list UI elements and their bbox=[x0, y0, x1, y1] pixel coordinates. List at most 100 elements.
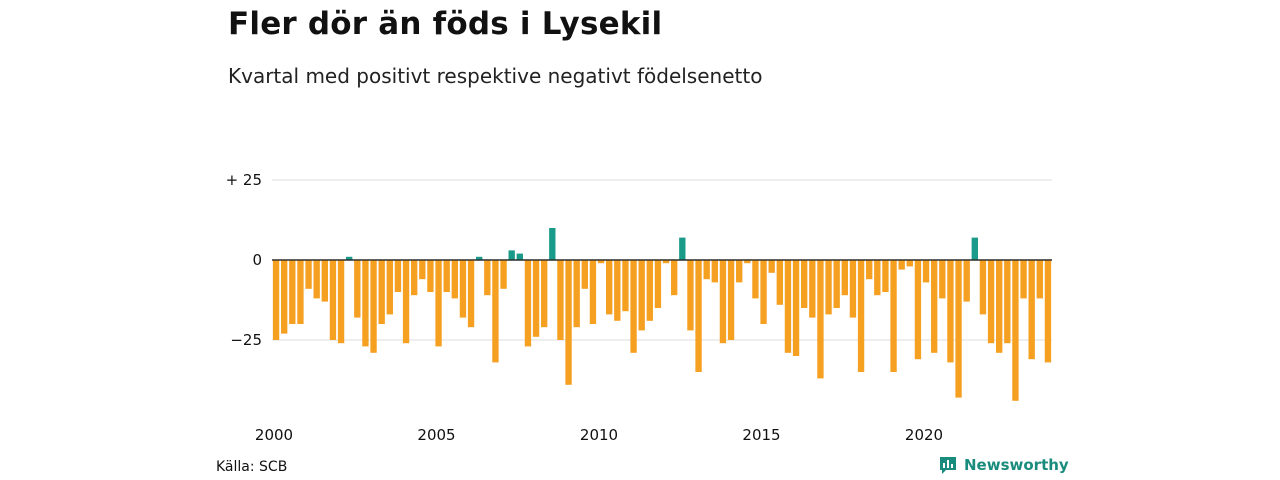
x-tick-label: 2010 bbox=[580, 426, 618, 444]
bar bbox=[679, 237, 686, 260]
bar-chart-logo-icon bbox=[940, 457, 956, 474]
bar bbox=[849, 260, 857, 318]
bar bbox=[931, 260, 938, 353]
bar bbox=[817, 260, 824, 379]
x-tick-label: 2000 bbox=[255, 426, 293, 444]
bar bbox=[711, 260, 718, 283]
bar bbox=[394, 260, 402, 292]
bar bbox=[362, 260, 369, 347]
bar bbox=[703, 260, 710, 280]
bar bbox=[890, 260, 897, 372]
bar bbox=[939, 260, 946, 299]
bar bbox=[329, 260, 337, 340]
bar bbox=[313, 260, 320, 299]
bar bbox=[979, 260, 987, 315]
bar bbox=[297, 260, 304, 324]
bar bbox=[451, 260, 458, 299]
bar bbox=[476, 256, 483, 260]
bar bbox=[354, 260, 361, 318]
bar bbox=[419, 260, 426, 280]
bar bbox=[402, 260, 410, 344]
bar bbox=[646, 260, 653, 321]
bar bbox=[874, 260, 881, 296]
bar bbox=[435, 260, 442, 347]
bar bbox=[1028, 260, 1035, 360]
bar bbox=[727, 260, 735, 340]
bar bbox=[971, 237, 978, 260]
bar bbox=[687, 260, 694, 331]
x-tick-label: 2020 bbox=[905, 426, 943, 444]
bar bbox=[768, 260, 775, 273]
bar bbox=[809, 260, 816, 318]
bar bbox=[654, 260, 662, 308]
bar bbox=[484, 260, 491, 296]
bar bbox=[914, 260, 922, 360]
bar bbox=[695, 260, 702, 372]
bar bbox=[662, 260, 670, 264]
bar bbox=[1044, 260, 1052, 363]
bar bbox=[801, 260, 808, 308]
bar bbox=[784, 260, 792, 353]
bar bbox=[736, 260, 743, 283]
bar bbox=[557, 260, 564, 340]
bar bbox=[882, 260, 889, 292]
bar bbox=[792, 260, 800, 356]
bar bbox=[516, 253, 523, 260]
axis-labels: + 25 0 −25 2000 2005 2010 2015 2020 bbox=[226, 171, 944, 444]
bar bbox=[614, 260, 621, 321]
bar bbox=[346, 256, 353, 260]
bar bbox=[857, 260, 865, 372]
bar bbox=[947, 260, 954, 363]
bar bbox=[508, 250, 515, 260]
bar bbox=[272, 260, 280, 340]
bar bbox=[1036, 260, 1043, 299]
bar bbox=[922, 260, 930, 283]
bar bbox=[1004, 260, 1011, 344]
bar bbox=[1020, 260, 1027, 299]
bar bbox=[289, 260, 296, 324]
bar bbox=[459, 260, 467, 318]
bar bbox=[378, 260, 385, 324]
brand-name: Newsworthy bbox=[964, 456, 1069, 474]
bar bbox=[500, 260, 507, 289]
x-tick-label: 2005 bbox=[417, 426, 455, 444]
bar bbox=[581, 260, 588, 289]
bar bbox=[955, 260, 962, 398]
chart-title: Fler dör än föds i Lysekil bbox=[228, 6, 663, 42]
bar bbox=[492, 260, 499, 363]
bar bbox=[906, 260, 913, 267]
y-tick-label: −25 bbox=[230, 331, 262, 349]
bar bbox=[549, 228, 556, 260]
y-tick-label: + 25 bbox=[226, 171, 262, 189]
bar bbox=[1012, 260, 1019, 401]
x-tick-label: 2015 bbox=[742, 426, 780, 444]
bars bbox=[272, 228, 1052, 401]
bar bbox=[776, 260, 783, 305]
bar bbox=[467, 260, 475, 328]
bar bbox=[305, 260, 312, 289]
bar bbox=[833, 260, 840, 308]
bar bbox=[443, 260, 450, 292]
brand-logo[interactable]: Newsworthy bbox=[938, 455, 1069, 475]
bar bbox=[606, 260, 613, 315]
bar bbox=[996, 260, 1003, 353]
bar bbox=[760, 260, 767, 324]
bar bbox=[411, 260, 418, 296]
bar bbox=[281, 260, 288, 334]
source-label: Källa: SCB bbox=[216, 459, 288, 475]
bar bbox=[427, 260, 434, 292]
chart-subtitle: Kvartal med positivt respektive negativt… bbox=[228, 64, 763, 88]
bar bbox=[744, 260, 751, 264]
bar bbox=[898, 260, 905, 270]
y-tick-label: 0 bbox=[252, 251, 262, 269]
bar bbox=[532, 260, 540, 337]
bar bbox=[719, 260, 727, 344]
bar bbox=[541, 260, 548, 328]
bar bbox=[622, 260, 629, 312]
bar bbox=[671, 260, 678, 296]
bar bbox=[841, 260, 848, 296]
bar bbox=[524, 260, 532, 347]
bar bbox=[386, 260, 393, 315]
bar bbox=[337, 260, 345, 344]
